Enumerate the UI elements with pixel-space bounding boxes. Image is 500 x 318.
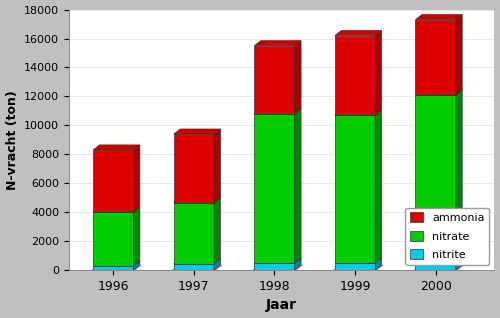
Polygon shape: [416, 95, 456, 261]
Polygon shape: [174, 264, 214, 270]
Polygon shape: [335, 36, 375, 115]
Polygon shape: [456, 256, 462, 270]
Polygon shape: [214, 198, 220, 264]
Polygon shape: [335, 263, 375, 270]
Polygon shape: [375, 110, 382, 263]
Legend: ammonia, nitrate, nitrite: ammonia, nitrate, nitrite: [406, 208, 489, 265]
Polygon shape: [134, 207, 140, 266]
Polygon shape: [93, 261, 140, 266]
Polygon shape: [254, 109, 301, 114]
X-axis label: Jaar: Jaar: [266, 299, 297, 313]
Polygon shape: [416, 256, 462, 261]
Polygon shape: [416, 15, 462, 20]
Polygon shape: [93, 266, 134, 270]
Polygon shape: [254, 258, 301, 263]
Polygon shape: [294, 109, 301, 263]
Y-axis label: N-vracht (ton): N-vracht (ton): [6, 90, 18, 190]
Polygon shape: [174, 198, 220, 203]
Polygon shape: [335, 258, 382, 263]
Polygon shape: [172, 265, 222, 270]
Polygon shape: [254, 114, 294, 263]
Polygon shape: [93, 150, 134, 212]
Polygon shape: [93, 212, 134, 266]
Polygon shape: [414, 265, 464, 270]
Polygon shape: [456, 15, 462, 95]
Polygon shape: [416, 90, 462, 95]
Polygon shape: [456, 90, 462, 261]
Polygon shape: [252, 265, 302, 270]
Polygon shape: [334, 265, 383, 270]
Polygon shape: [294, 258, 301, 270]
Polygon shape: [254, 41, 301, 46]
Polygon shape: [375, 31, 382, 115]
Polygon shape: [134, 145, 140, 212]
Polygon shape: [335, 110, 382, 115]
Polygon shape: [134, 261, 140, 270]
Polygon shape: [93, 207, 140, 212]
Polygon shape: [254, 46, 294, 114]
Polygon shape: [174, 259, 220, 264]
Polygon shape: [214, 129, 220, 203]
Polygon shape: [375, 258, 382, 270]
Polygon shape: [335, 115, 375, 263]
Polygon shape: [254, 263, 294, 270]
Polygon shape: [93, 145, 140, 150]
Polygon shape: [335, 31, 382, 36]
Polygon shape: [416, 261, 456, 270]
Polygon shape: [214, 259, 220, 270]
Polygon shape: [174, 203, 214, 264]
Polygon shape: [174, 134, 214, 203]
Polygon shape: [294, 41, 301, 114]
Polygon shape: [92, 265, 142, 270]
Polygon shape: [174, 129, 220, 134]
Polygon shape: [416, 20, 456, 95]
